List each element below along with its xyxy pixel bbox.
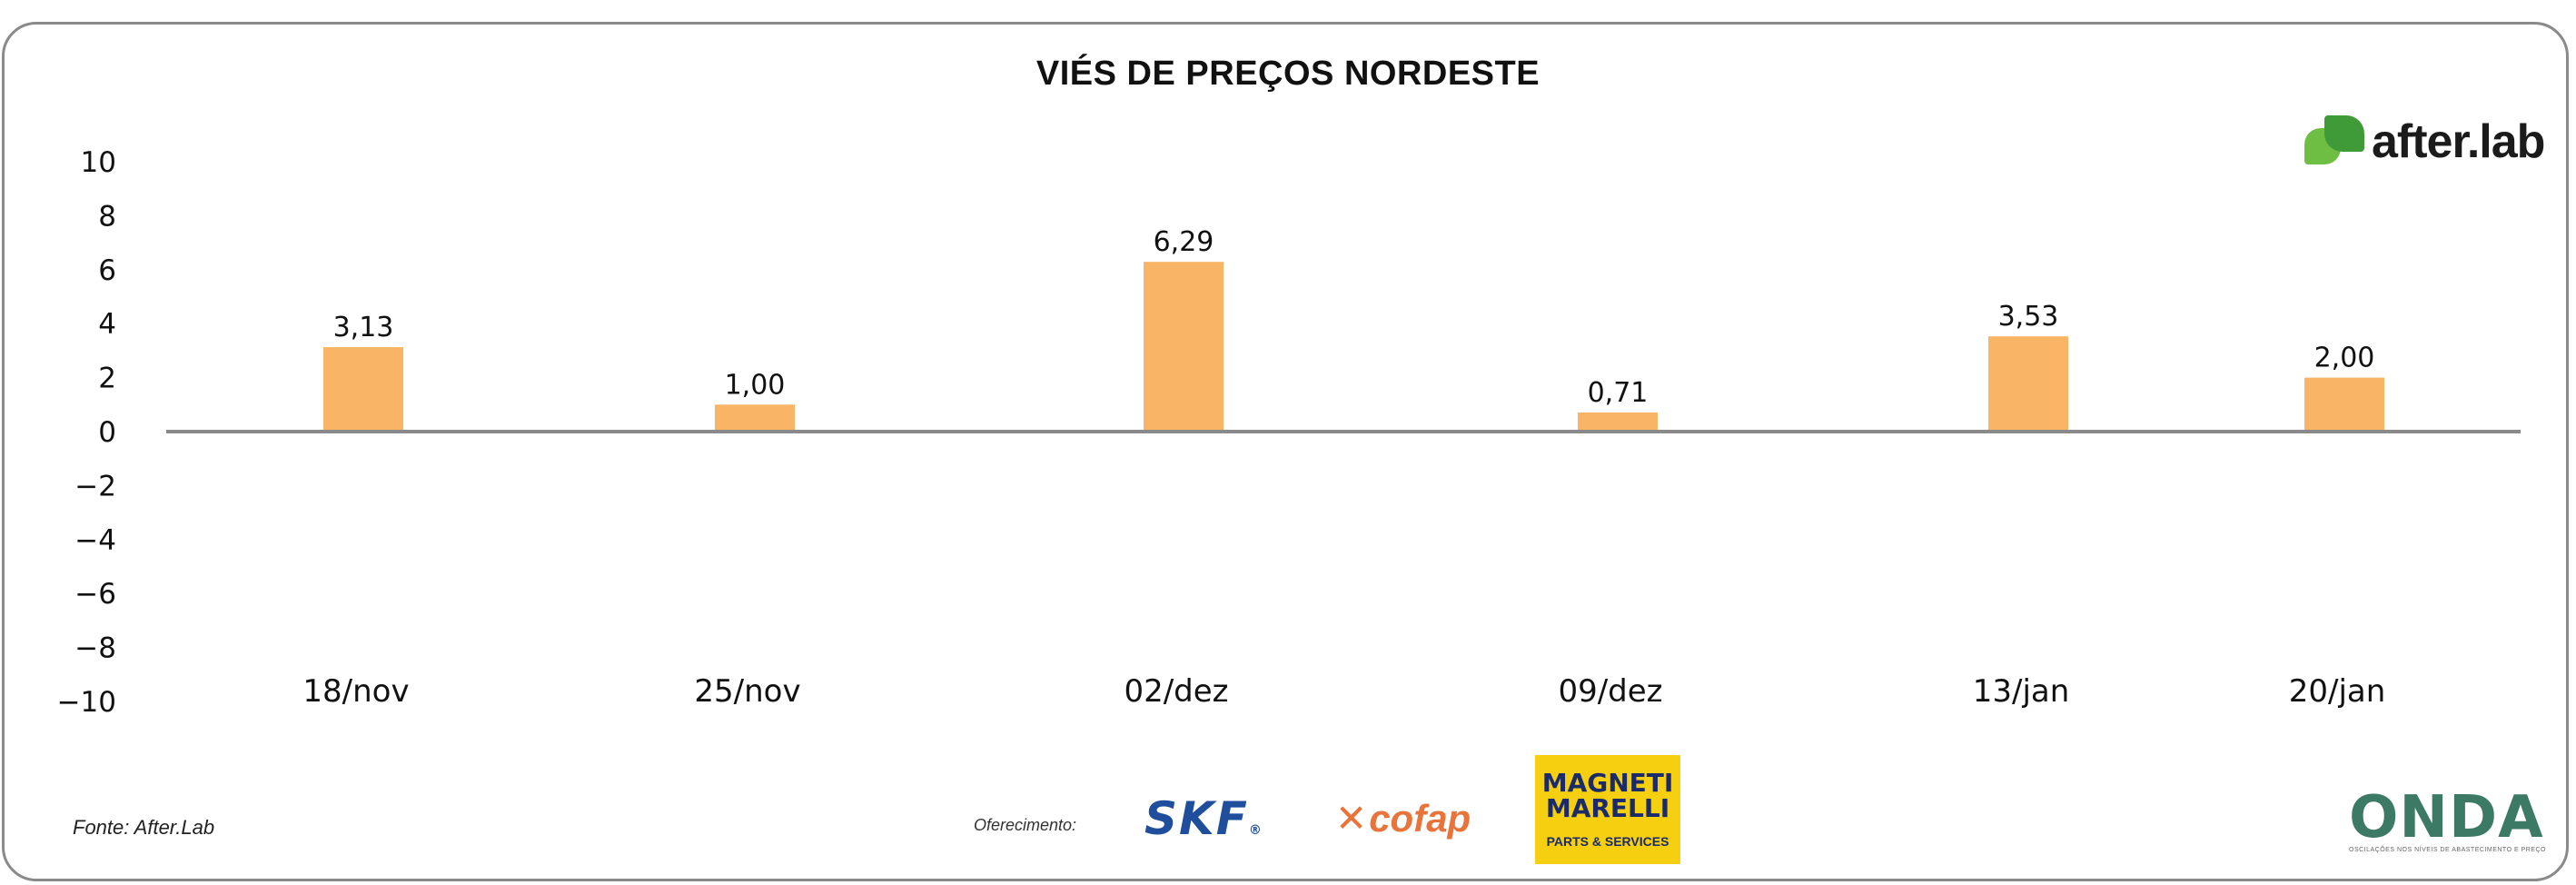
- skf-logo: SKF®: [1144, 792, 1263, 845]
- x-tick-label: 20/jan: [2289, 673, 2386, 710]
- y-tick-label: 4: [98, 308, 116, 341]
- chart-title: VIÉS DE PREÇOS NORDESTE: [1035, 55, 1541, 93]
- bar: [1988, 336, 2068, 432]
- y-tick-label: 10: [81, 146, 116, 179]
- data-label: 1,00: [725, 369, 786, 401]
- y-tick-label: 6: [98, 254, 116, 287]
- cofap-mark-icon: ✕: [1335, 797, 1368, 840]
- data-label: 3,53: [1998, 301, 2059, 333]
- y-tick-label: 0: [98, 416, 116, 449]
- x-tick-label: 02/dez: [1124, 673, 1228, 710]
- y-tick-label: −10: [57, 686, 116, 719]
- afterlab-mark-icon: [2304, 115, 2368, 168]
- bar: [715, 404, 795, 432]
- y-tick-label: 8: [98, 200, 116, 233]
- bar: [1144, 262, 1224, 432]
- y-tick-label: −4: [74, 524, 116, 557]
- data-label: 2,00: [2314, 343, 2375, 374]
- y-tick-label: −6: [74, 578, 116, 611]
- magneti-marelli-logo: MAGNETI MARELLI PARTS & SERVICES: [1535, 755, 1680, 864]
- source-note: Fonte: After.Lab: [73, 816, 215, 839]
- cofap-logo: ✕ cofap: [1335, 796, 1471, 840]
- afterlab-wordmark: after.lab: [2372, 115, 2545, 168]
- bar: [2304, 377, 2384, 432]
- y-tick-label: −2: [74, 470, 116, 502]
- offer-label: Oferecimento:: [974, 816, 1077, 834]
- x-tick-label: 09/dez: [1558, 673, 1662, 710]
- x-tick-label: 18/nov: [302, 673, 409, 710]
- data-label: 3,13: [333, 312, 394, 343]
- y-tick-label: 2: [98, 363, 116, 395]
- afterlab-logo: after.lab: [2304, 114, 2545, 169]
- y-tick-label: −8: [74, 632, 116, 665]
- chart-frame: [2, 22, 2569, 881]
- data-label: 6,29: [1154, 226, 1214, 258]
- bar: [323, 347, 403, 432]
- x-tick-label: 25/nov: [694, 673, 800, 710]
- onda-logo: ONDA OSCILAÇÕES NOS NÍVEIS DE ABASTECIME…: [2349, 784, 2546, 853]
- x-tick-label: 13/jan: [1973, 673, 2070, 710]
- bar: [1578, 412, 1658, 432]
- data-label: 0,71: [1588, 377, 1649, 409]
